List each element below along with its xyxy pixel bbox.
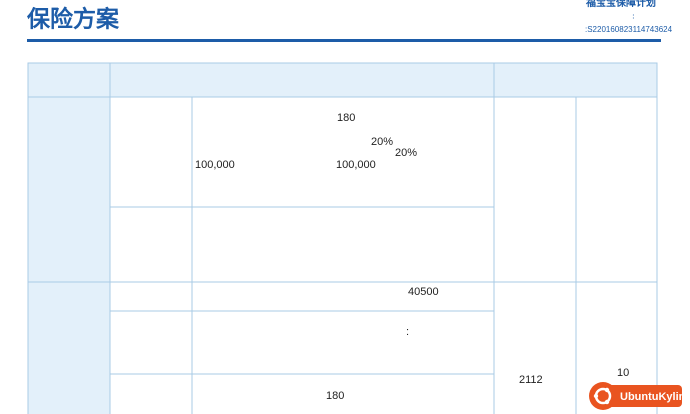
cell — [191, 206, 495, 283]
cell-text: 180 — [326, 390, 344, 402]
cell — [109, 206, 193, 283]
cell-text: 20% — [395, 147, 417, 159]
header-cell — [27, 62, 111, 98]
colon: : — [632, 12, 635, 21]
table: 180 20% 20% 100,000 100,000 40500 : 180 … — [27, 62, 658, 414]
cell-text: 100,000 — [195, 159, 235, 171]
cell — [575, 96, 658, 283]
cell — [109, 373, 193, 414]
cell — [191, 96, 495, 208]
cell — [191, 373, 495, 414]
row-header — [27, 281, 111, 414]
header-cell — [109, 62, 495, 98]
watermark-bg — [596, 385, 682, 407]
header-cell — [493, 62, 658, 98]
cell — [109, 281, 193, 312]
cell — [109, 96, 193, 208]
cell — [191, 281, 495, 312]
cell-text: 2112 — [519, 374, 543, 386]
policy-number: :S220160823114743624 — [585, 25, 673, 34]
cell-text: : — [406, 326, 409, 338]
logo-dot — [604, 399, 610, 405]
cell-text: 100,000 — [336, 159, 376, 171]
cell-text: 180 — [337, 112, 355, 124]
cell-text: 40500 — [408, 286, 439, 298]
watermark-text: UbuntuKylin — [620, 391, 686, 403]
cell — [493, 96, 577, 283]
page-title: 保险方案 — [26, 6, 120, 33]
watermark-logo — [589, 382, 617, 410]
logo-dot — [604, 387, 610, 393]
row-header — [27, 96, 111, 283]
cell — [493, 281, 577, 414]
watermark: UbuntuKylin — [589, 382, 686, 410]
logo-dot — [593, 393, 599, 399]
plan-name: 福宝宝保障计划 — [585, 0, 656, 9]
cell-text: 20% — [371, 136, 393, 148]
cell-text: 10 — [617, 367, 629, 379]
cell — [191, 310, 495, 375]
cell — [109, 310, 193, 375]
divider — [27, 39, 661, 42]
